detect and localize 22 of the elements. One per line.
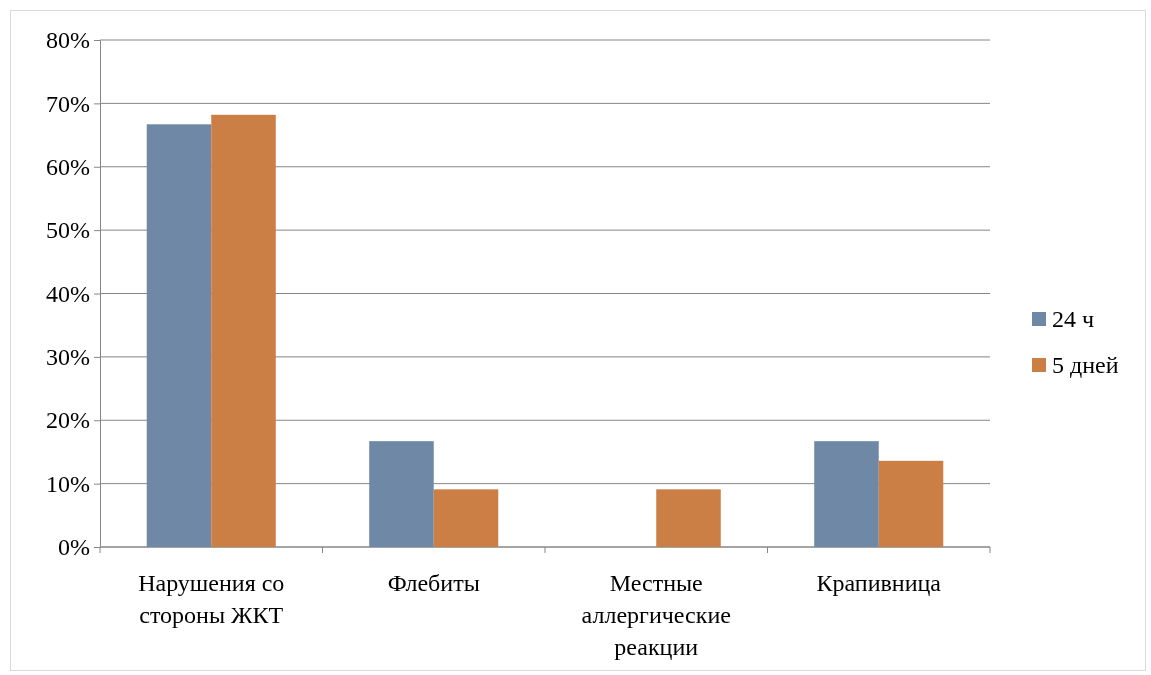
legend-label: 5 дней (1052, 352, 1119, 378)
y-tick-label: 10% (46, 470, 90, 497)
y-tick-label: 80% (46, 27, 90, 54)
y-tick-label: 0% (58, 534, 90, 561)
y-tick-label: 70% (46, 90, 90, 117)
y-tick-label: 60% (46, 153, 90, 180)
y-tick-label: 50% (46, 217, 90, 244)
bar (369, 441, 434, 547)
x-tick-label: Флебиты (387, 570, 480, 596)
bar (146, 124, 212, 547)
bar (433, 489, 499, 547)
y-tick-label: 40% (46, 280, 90, 307)
bar (878, 460, 944, 547)
y-tick-label: 30% (46, 344, 90, 371)
x-tick-label: Крапивница (816, 570, 942, 596)
bar (211, 114, 276, 547)
bar (656, 489, 721, 547)
y-tick-label: 20% (46, 407, 90, 434)
bar (814, 441, 879, 547)
legend-label: 24 ч (1052, 306, 1095, 332)
x-tick-label: Местные аллергические реакции (581, 570, 731, 660)
x-tick-label: Нарушения со стороны ЖКТ (138, 570, 285, 628)
